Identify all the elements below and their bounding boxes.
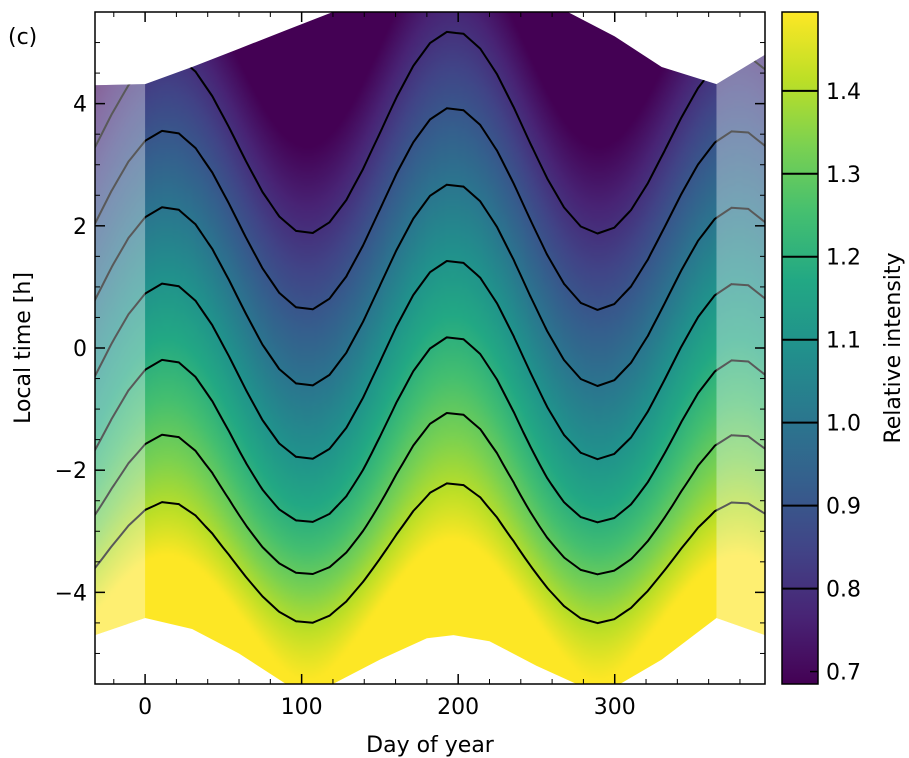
x-tick-labels: 0 100 200 300 (138, 695, 636, 720)
y-axis-label: Local time [h] (11, 272, 36, 424)
colorbar-tick-label: 1.4 (826, 80, 861, 105)
colorbar-ticks (810, 90, 818, 673)
contour-line (95, 260, 765, 461)
axis-ticks (95, 12, 765, 684)
colorbar: 0.7 0.8 0.9 1.0 1.1 1.2 1.3 1.4 Relative intens… (781, 11, 906, 686)
y-tick-label: 4 (73, 93, 87, 118)
x-tick-label: 0 (138, 695, 152, 720)
colorbar-tick-label: 1.0 (826, 412, 861, 437)
x-tick-label: 300 (594, 695, 636, 720)
colorbar-tick-label: 0.7 (826, 661, 861, 686)
colorbar-tick-label: 1.2 (826, 246, 861, 271)
y-tick-label: −2 (55, 459, 87, 484)
contour-line (95, 482, 765, 625)
contour-line (95, 183, 765, 387)
colorbar-tick-label: 0.8 (826, 578, 861, 603)
colorbar-tick-label: 1.1 (826, 329, 861, 354)
colorbar-tick-labels: 0.7 0.8 0.9 1.0 1.1 1.2 1.3 1.4 (826, 80, 861, 686)
colorbar-tick-label: 1.3 (826, 163, 861, 188)
x-axis-label: Day of year (366, 733, 495, 758)
contour-line (95, 107, 765, 311)
panel-label: (c) (8, 25, 37, 50)
contour-lines (95, 30, 765, 625)
contour-line (95, 412, 765, 576)
x-tick-label: 100 (281, 695, 323, 720)
contour-line (95, 336, 765, 524)
colorbar-label: Relative intensity (881, 252, 906, 443)
x-tick-label: 200 (437, 695, 479, 720)
plot-area: 0 100 200 300 −4 −2 0 2 4 (55, 11, 766, 720)
y-tick-label: −4 (55, 581, 87, 606)
colorbar-gradient (782, 12, 818, 684)
y-tick-label: 2 (73, 215, 87, 240)
y-tick-labels: −4 −2 0 2 4 (55, 93, 87, 607)
colorbar-frame (781, 11, 819, 685)
colorbar-tick-label: 0.9 (826, 495, 861, 520)
y-tick-label: 0 (73, 337, 87, 362)
